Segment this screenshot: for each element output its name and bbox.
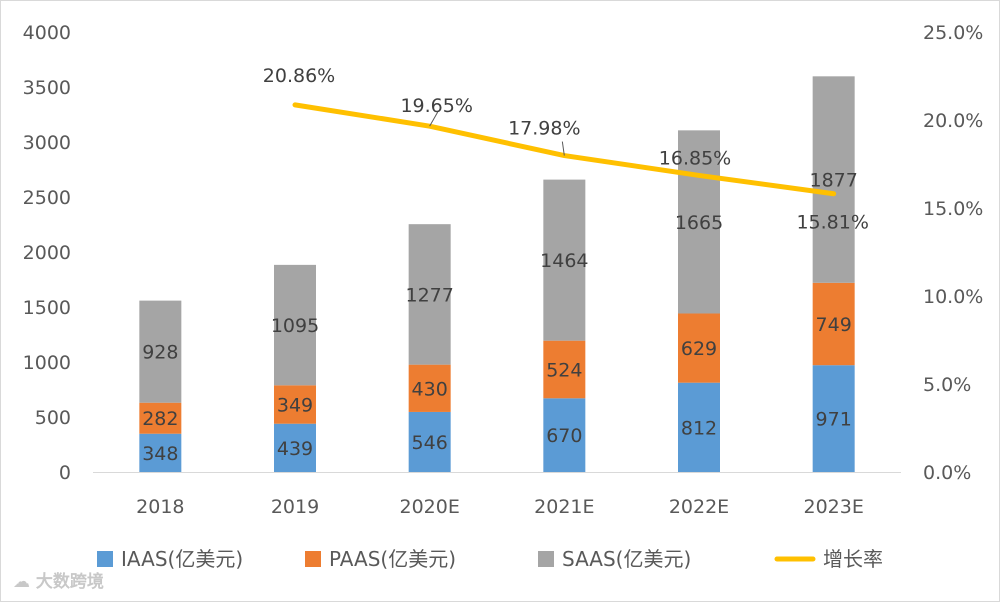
y-left-tick-label: 2000 [23, 242, 71, 264]
x-tick-label: 2020E [399, 496, 459, 518]
legend-saas-swatch [538, 551, 554, 567]
bar-data-label: 349 [277, 395, 313, 417]
bar-data-label: 430 [412, 378, 448, 400]
bar-data-label: 812 [681, 417, 717, 439]
watermark-logo-icon: ☁ [13, 572, 30, 592]
bar-segment-saas [139, 300, 182, 403]
bar-data-label: 1464 [540, 250, 588, 272]
y-left-tick-label: 3500 [23, 77, 71, 99]
y-right-tick-label: 10.0% [923, 286, 983, 308]
bar-segment-paas [139, 402, 182, 434]
bar-data-label: 546 [412, 432, 448, 454]
bar-segment-iaas [408, 411, 451, 472]
y-left-tick-label: 3000 [23, 132, 71, 154]
y-right-tick-label: 15.0% [923, 198, 983, 220]
legend-paas-label: PAAS(亿美元) [329, 547, 456, 571]
bar-segment-iaas [812, 365, 855, 472]
line-data-label: 19.65% [400, 95, 472, 117]
x-tick-label: 2019 [271, 496, 319, 518]
watermark: ☁ 大数跨境 [13, 567, 104, 592]
line-data-label: 17.98% [508, 118, 580, 140]
x-tick-label: 2018 [136, 496, 184, 518]
bar-segment-paas [678, 313, 720, 383]
legend-iaas-label: IAAS(亿美元) [121, 547, 243, 571]
bar-segment-paas [543, 340, 586, 399]
y-left-tick-label: 1000 [23, 352, 71, 374]
y-left-tick-label: 500 [35, 407, 71, 429]
bar-data-label: 1095 [271, 315, 319, 337]
bar-segment-saas [678, 130, 720, 314]
bar-data-label: 928 [142, 342, 178, 364]
bar-data-label: 282 [142, 408, 178, 430]
y-left-tick-label: 0 [59, 462, 71, 484]
bar-segment-iaas [543, 398, 586, 472]
bar-segment-paas [812, 282, 855, 366]
watermark-text: 大数跨境 [35, 572, 104, 592]
legend-iaas-swatch [97, 551, 113, 567]
y-left-tick-label: 1500 [23, 297, 71, 319]
legend-saas-label: SAAS(亿美元) [562, 547, 691, 571]
bar-segment-iaas [678, 382, 720, 472]
bar-segment-iaas [274, 423, 316, 472]
bar-data-label: 524 [546, 359, 582, 381]
bar-segment-saas [543, 179, 586, 341]
bar-segment-saas [274, 264, 316, 386]
bar-data-label: 629 [681, 338, 717, 360]
y-right-tick-label: 0.0% [923, 462, 971, 484]
y-right-tick-label: 20.0% [923, 110, 983, 132]
data-label-leader-line [429, 111, 439, 127]
bar-data-label: 670 [546, 425, 582, 447]
bar-data-label: 1277 [405, 284, 453, 306]
line-data-label: 16.85% [659, 147, 731, 169]
line-data-label: 15.81% [796, 212, 868, 234]
bar-data-label: 1877 [809, 170, 857, 192]
bar-data-label: 439 [277, 438, 313, 460]
y-left-tick-label: 2500 [23, 187, 71, 209]
bar-data-label: 971 [816, 409, 852, 431]
x-tick-label: 2021E [534, 496, 594, 518]
data-label-leader-line [561, 141, 565, 156]
bar-data-label: 1665 [675, 212, 723, 234]
bar-segment-saas [408, 224, 451, 365]
bar-segment-saas [812, 76, 855, 283]
bar-segment-iaas [139, 433, 182, 472]
bar-segment-paas [274, 385, 316, 424]
y-right-tick-label: 25.0% [923, 22, 983, 44]
legend-growth-label: 增长率 [823, 547, 883, 571]
line-data-label: 20.86% [263, 65, 335, 87]
y-left-tick-label: 4000 [23, 22, 71, 44]
bar-data-label: 348 [142, 443, 178, 465]
x-tick-label: 2022E [669, 496, 729, 518]
bar-data-label: 749 [816, 314, 852, 336]
x-tick-label: 2023E [803, 496, 863, 518]
bar-segment-paas [408, 364, 451, 412]
legend-paas-swatch [305, 551, 321, 567]
y-right-tick-label: 5.0% [923, 374, 971, 396]
